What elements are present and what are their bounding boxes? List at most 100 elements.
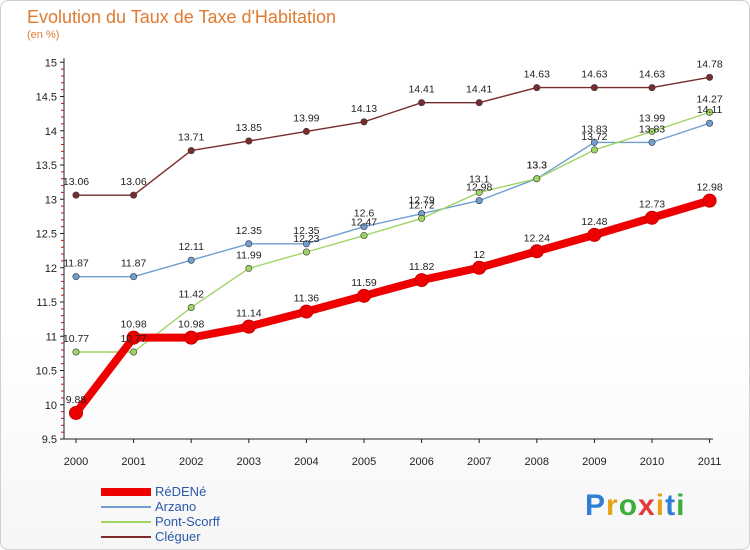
data-point [187,256,195,264]
logo-letter: o [618,489,639,522]
data-label: 11.87 [121,258,147,270]
data-point [475,99,483,107]
data-point [706,108,714,116]
data-point [590,146,598,154]
data-point [533,175,541,183]
data-label: 14.78 [696,58,722,70]
data-label: 12.79 [408,195,434,207]
data-point [533,84,541,92]
legend-swatch [101,521,151,523]
chart-subtitle: (en %) [27,29,60,41]
x-tick-label: 2008 [525,456,549,468]
data-point [648,138,656,146]
data-label: 14.13 [351,103,377,115]
x-tick-label: 2001 [121,456,145,468]
x-tick-label: 2010 [640,456,664,468]
y-tick-label: 14 [45,126,57,138]
data-label: 13.06 [120,176,146,188]
data-label: 11.42 [178,288,204,300]
data-point [475,197,483,205]
data-label: 12.24 [524,232,550,244]
logo-letter: r [606,489,619,522]
data-point [360,232,368,240]
data-label: 12.47 [351,217,377,229]
data-label: 14.63 [639,69,665,81]
data-point [69,405,83,420]
legend-label: Arzano [155,499,197,514]
legend-label: Pont-Scorff [155,514,220,529]
data-point [245,240,253,248]
data-label: 14.27 [696,93,722,105]
data-label: 14.41 [408,84,434,96]
y-tick-label: 11.5 [36,297,57,309]
data-label: 13.3 [527,160,548,172]
data-label: 9.88 [66,394,87,406]
logo-letter: P [585,489,607,522]
data-point [706,73,714,81]
proxiti-logo: Proxiti [585,489,685,523]
data-label: 13.99 [293,112,319,124]
y-tick-label: 9.5 [42,434,57,446]
data-label: 12.98 [696,182,722,194]
data-label: 11.59 [351,277,377,289]
series-line-3 [75,76,711,196]
legend-swatch [101,506,151,508]
y-tick-label: 13.5 [36,160,57,172]
y-tick-label: 13 [45,194,57,206]
data-point [475,188,483,196]
data-label: 12.48 [581,216,607,228]
x-tick-label: 2011 [698,456,722,468]
x-tick-label: 2002 [179,456,203,468]
data-point [299,304,314,319]
legend-swatch [101,488,151,496]
data-label: 13.83 [581,123,607,135]
x-tick-label: 2006 [409,456,433,468]
y-tick-label: 12 [45,263,57,275]
data-label: 12.35 [293,225,319,237]
logo-letter: t [665,489,677,522]
x-tick-label: 2003 [237,456,261,468]
data-point [648,127,656,135]
data-point [241,319,256,334]
y-tick-label: 10.5 [36,366,57,378]
data-label: 12.6 [354,208,375,220]
data-point [184,330,199,345]
data-point [587,227,602,242]
data-point [72,191,80,199]
data-label: 13.06 [63,176,89,188]
data-label: 13.85 [236,122,262,134]
data-label: 12.23 [293,233,319,245]
data-point [414,273,429,288]
data-point [130,348,138,356]
x-tick-label: 2005 [352,456,376,468]
data-point [245,264,253,272]
legend-label: Cléguer [155,529,201,544]
data-point [645,210,659,225]
data-label: 13.1 [469,173,490,185]
data-label: 12.73 [639,199,665,211]
series-line-1 [75,122,711,278]
logo-letter: i [676,489,686,522]
data-point [130,191,138,199]
data-label: 13.3 [527,160,548,172]
data-point [648,84,656,92]
data-label: 10.98 [178,319,204,331]
data-label: 12.98 [466,182,492,194]
logo-letter: i [655,489,666,522]
data-point [72,348,80,356]
data-point [590,84,598,92]
data-point [357,288,371,303]
data-point [702,193,717,208]
data-label: 12.35 [236,225,262,237]
series-line-2 [75,111,711,353]
data-label: 13.83 [639,123,665,135]
data-point [472,260,487,275]
legend-label: RéDENé [155,484,207,499]
x-tick-label: 2004 [294,456,318,468]
y-tick-label: 10 [45,400,57,412]
data-label: 14.41 [466,84,492,96]
data-label: 11.36 [294,293,320,305]
data-label: 10.98 [120,319,146,331]
